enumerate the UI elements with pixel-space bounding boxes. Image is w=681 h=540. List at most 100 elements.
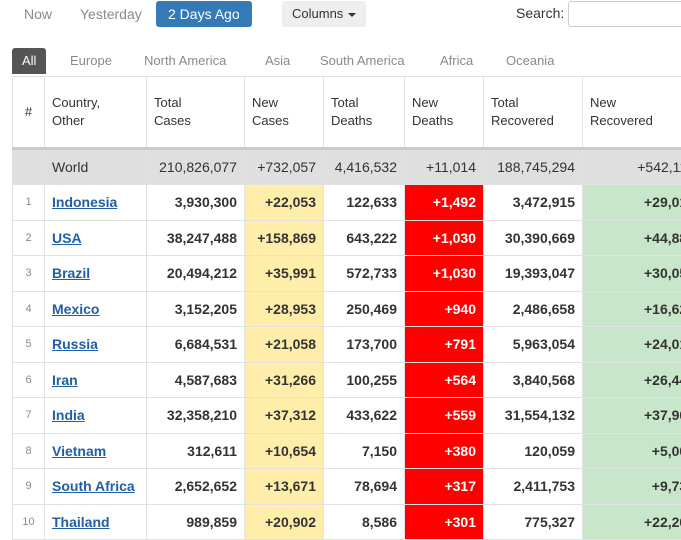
- cell: 4,587,683: [147, 362, 245, 398]
- search-input[interactable]: [568, 1, 681, 27]
- country-cell: USA: [45, 220, 147, 256]
- region-tab[interactable]: North America: [134, 48, 236, 74]
- column-header[interactable]: #: [13, 77, 45, 149]
- cell: 20,494,212: [147, 256, 245, 292]
- rank-cell: 6: [13, 362, 45, 398]
- cell: 989,859: [147, 504, 245, 540]
- cell: 7,150: [324, 433, 405, 469]
- cell: +1,030: [405, 220, 484, 256]
- country-link[interactable]: USA: [52, 230, 82, 246]
- cell: +22,053: [245, 185, 324, 221]
- search-label: Search:: [516, 5, 564, 21]
- column-header[interactable]: New Deaths: [405, 77, 484, 149]
- cell: 173,700: [324, 327, 405, 363]
- region-tab[interactable]: Africa: [430, 48, 483, 74]
- country-cell: Mexico: [45, 291, 147, 327]
- cell: 5,963,054: [484, 327, 583, 363]
- cell: 433,622: [324, 398, 405, 434]
- cell: 3,472,915: [484, 185, 583, 221]
- cell: +35,991: [245, 256, 324, 292]
- cell: +317: [405, 469, 484, 505]
- date-button[interactable]: 2 Days Ago: [156, 1, 252, 27]
- region-tab[interactable]: Asia: [255, 48, 300, 74]
- cell: +1,492: [405, 185, 484, 221]
- cell: +9,733: [583, 469, 681, 505]
- country-link[interactable]: Iran: [52, 372, 78, 388]
- rank-cell: 2: [13, 220, 45, 256]
- column-header[interactable]: New Cases: [245, 77, 324, 149]
- region-tab[interactable]: South America: [310, 48, 415, 74]
- date-button[interactable]: Yesterday: [68, 1, 154, 27]
- column-header[interactable]: New Recovered: [583, 77, 681, 149]
- column-header[interactable]: Total Recovered: [484, 77, 583, 149]
- country-link[interactable]: Indonesia: [52, 194, 117, 210]
- region-tab[interactable]: Europe: [60, 48, 122, 74]
- country-link[interactable]: South Africa: [52, 478, 135, 494]
- cell: +940: [405, 291, 484, 327]
- cell: +29,012: [583, 185, 681, 221]
- header-text: New Deaths: [412, 94, 453, 130]
- cell: +30,057: [583, 256, 681, 292]
- cell: +22,208: [583, 504, 681, 540]
- date-button[interactable]: Now: [12, 1, 64, 27]
- header-text: New Recovered: [590, 94, 653, 130]
- country-cell: Iran: [45, 362, 147, 398]
- cell: 312,611: [147, 433, 245, 469]
- header-text: Country, Other: [52, 94, 100, 130]
- header-text: #: [25, 103, 32, 121]
- cell: 8,586: [324, 504, 405, 540]
- rank-cell: 10: [13, 504, 45, 540]
- columns-button[interactable]: Columns: [282, 1, 366, 27]
- cell: +10,654: [245, 433, 324, 469]
- cell: +564: [405, 362, 484, 398]
- cell: +732,057: [245, 149, 324, 185]
- rank-cell: 9: [13, 469, 45, 505]
- cell: 572,733: [324, 256, 405, 292]
- cell: 6,684,531: [147, 327, 245, 363]
- country-link[interactable]: Mexico: [52, 301, 99, 317]
- cell: 210,826,077: [147, 149, 245, 185]
- country-cell: Russia: [45, 327, 147, 363]
- rank-cell: 5: [13, 327, 45, 363]
- cell: 31,554,132: [484, 398, 583, 434]
- cell: 2,486,658: [484, 291, 583, 327]
- country-link[interactable]: Vietnam: [52, 443, 106, 459]
- cell: +11,014: [405, 149, 484, 185]
- cell: +44,887: [583, 220, 681, 256]
- country-link[interactable]: India: [52, 407, 85, 423]
- country-link[interactable]: Thailand: [52, 514, 110, 530]
- cell: 188,745,294: [484, 149, 583, 185]
- cell: +1,030: [405, 256, 484, 292]
- column-header[interactable]: Total Deaths: [324, 77, 405, 149]
- cell: +13,671: [245, 469, 324, 505]
- cell: 38,247,488: [147, 220, 245, 256]
- country-cell: Indonesia: [45, 185, 147, 221]
- rank-cell: 4: [13, 291, 45, 327]
- column-header[interactable]: Total Cases: [147, 77, 245, 149]
- columns-label: Columns: [292, 6, 343, 21]
- cell: +28,953: [245, 291, 324, 327]
- column-header[interactable]: Country, Other: [45, 77, 147, 149]
- country-link[interactable]: Russia: [52, 336, 98, 352]
- rank-cell: 1: [13, 185, 45, 221]
- cell: 3,840,568: [484, 362, 583, 398]
- header-text: Total Cases: [154, 94, 191, 130]
- cell: 120,059: [484, 433, 583, 469]
- cell: 32,358,210: [147, 398, 245, 434]
- country-link[interactable]: Brazil: [52, 265, 90, 281]
- region-tab[interactable]: Oceania: [496, 48, 564, 74]
- cell: [13, 149, 45, 185]
- region-tab[interactable]: All: [12, 48, 46, 74]
- cell: +26,441: [583, 362, 681, 398]
- cell: World: [45, 149, 147, 185]
- cell: 30,390,669: [484, 220, 583, 256]
